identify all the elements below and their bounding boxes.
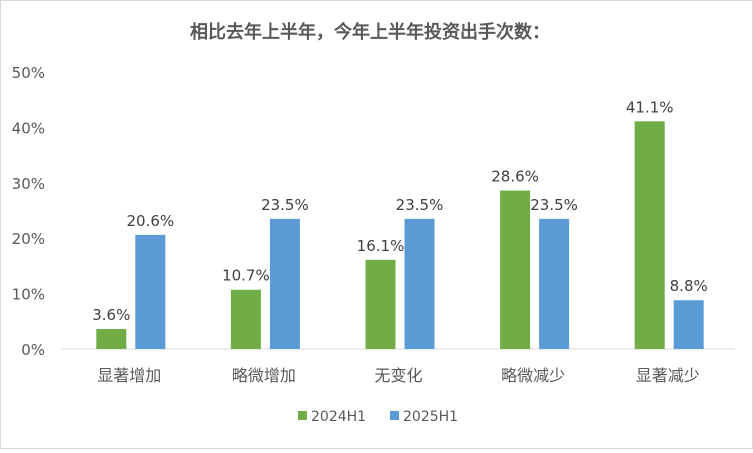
x-tick-label: 显著减少	[636, 366, 700, 385]
bar-2024H1	[96, 329, 127, 349]
y-tick-label: 30%	[12, 175, 45, 193]
chart-title: 相比去年上半年，今年上半年投资出手次数：	[190, 21, 550, 43]
x-tick-label: 略微减少	[501, 366, 565, 385]
y-tick-label: 50%	[12, 64, 45, 82]
data-label: 23.5%	[396, 196, 444, 214]
data-label: 10.7%	[222, 267, 270, 285]
bar-2024H1	[365, 259, 396, 349]
x-tick-label: 显著增加	[97, 366, 161, 385]
bar-2025H1	[404, 218, 435, 349]
y-tick-label: 40%	[12, 119, 45, 137]
data-label: 16.1%	[357, 237, 405, 255]
data-label: 41.1%	[626, 98, 674, 116]
x-tick-label: 无变化	[374, 366, 422, 385]
data-label: 23.5%	[261, 196, 309, 214]
legend-label: 2025H1	[403, 409, 458, 425]
y-tick-label: 20%	[12, 230, 45, 248]
legend-swatch	[298, 411, 307, 420]
bar-2024H1	[230, 289, 261, 349]
data-label: 28.6%	[491, 168, 539, 186]
bar-2025H1	[539, 218, 570, 349]
data-label: 23.5%	[530, 196, 578, 214]
bar-2025H1	[269, 218, 300, 349]
x-tick-label: 略微增加	[232, 366, 296, 385]
data-label: 3.6%	[92, 306, 130, 324]
bar-2025H1	[673, 300, 704, 349]
bar-2024H1	[634, 121, 665, 349]
bar-2024H1	[500, 190, 531, 349]
bar-2025H1	[135, 234, 166, 349]
data-label: 8.8%	[670, 277, 708, 295]
data-label: 20.6%	[126, 212, 174, 230]
y-tick-label: 0%	[21, 341, 45, 359]
legend-swatch	[390, 411, 399, 420]
y-tick-label: 10%	[12, 286, 45, 304]
legend-label: 2024H1	[311, 409, 366, 425]
